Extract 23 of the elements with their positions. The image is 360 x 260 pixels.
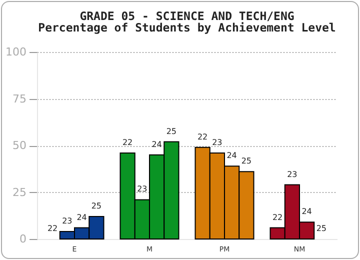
text: 22: [272, 212, 283, 222]
chart-subtitle: Percentage of Students by Achievement Level: [38, 20, 336, 34]
text: 23: [212, 138, 222, 147]
series-label: 25: [91, 202, 102, 211]
text: 23: [287, 170, 298, 179]
text: 23: [137, 184, 148, 194]
y-tick-label: 50: [12, 139, 26, 152]
y-tick-label: 25: [12, 186, 26, 199]
text: 22: [197, 132, 208, 142]
text: 25: [316, 224, 327, 233]
chart-title: GRADE 05 - SCIENCE AND TECH/ENG: [80, 9, 294, 23]
text: 25: [166, 126, 177, 136]
text: 24: [152, 140, 162, 149]
text: 22: [47, 224, 58, 233]
text: 25: [241, 156, 252, 166]
y-tick-label: 75: [12, 92, 26, 106]
series-label: 23: [62, 216, 72, 226]
text: 24: [302, 207, 312, 216]
y-tick-label: 100: [6, 46, 26, 58]
y-tick-label: 0: [20, 232, 26, 246]
series-label: 22: [122, 138, 133, 147]
text: 24: [226, 151, 237, 160]
series-label: 24: [76, 212, 87, 222]
